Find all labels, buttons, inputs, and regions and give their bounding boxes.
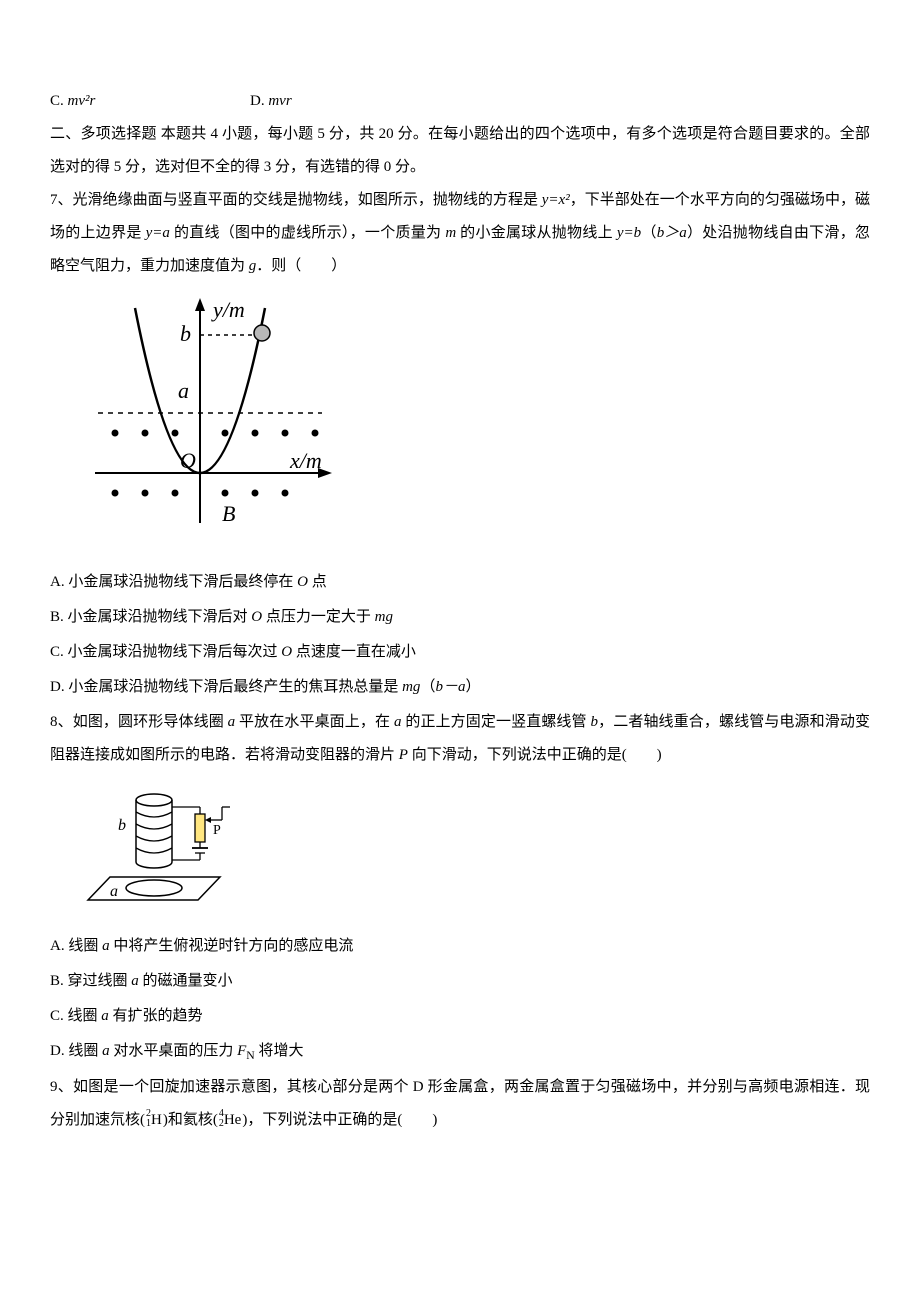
q7-option-b: B. 小金属球沿抛物线下滑后对 O 点压力一定大于 mg — [50, 601, 870, 634]
option-c: C. mv²r — [50, 85, 250, 118]
svg-text:y/m: y/m — [211, 297, 245, 322]
nuclide-h2: 21H — [146, 1104, 162, 1137]
nuclide-he4: 42He — [219, 1104, 242, 1137]
solenoid-circuit-icon: b a P — [80, 782, 255, 907]
svg-text:a: a — [178, 378, 189, 403]
q7-eq5: b＞a — [657, 225, 687, 241]
q8-option-b: B. 穿过线圈 a 的磁通量变小 — [50, 965, 870, 998]
q8-option-c: C. 线圈 a 有扩张的趋势 — [50, 1000, 870, 1033]
svg-text:P: P — [213, 823, 221, 838]
q7-option-a: A. 小金属球沿抛物线下滑后最终停在 O 点 — [50, 566, 870, 599]
q7-text-c: 的直线（图中的虚线所示），一个质量为 — [170, 225, 445, 241]
q8-stem: 8、如图，圆环形导体线圈 a 平放在水平桌面上，在 a 的正上方固定一竖直螺线管… — [50, 706, 870, 772]
q7-stem: 7、光滑绝缘曲面与竖直平面的交线是抛物线，如图所示，抛物线的方程是 y=x²，下… — [50, 184, 870, 283]
q7-eq4: y=b — [617, 225, 641, 241]
option-c-label: C. — [50, 93, 64, 109]
svg-text:b: b — [118, 817, 126, 834]
svg-text:b: b — [180, 321, 191, 346]
option-d-value: mvr — [268, 93, 291, 109]
q7-text-e: （ — [641, 225, 657, 241]
svg-text:x/m: x/m — [289, 448, 322, 473]
svg-text:O: O — [180, 448, 196, 473]
q7-options: A. 小金属球沿抛物线下滑后最终停在 O 点 B. 小金属球沿抛物线下滑后对 O… — [50, 566, 870, 704]
option-d: D. mvr — [250, 85, 292, 118]
q7-num: 7、 — [50, 192, 73, 208]
q8-options: A. 线圈 a 中将产生俯视逆时针方向的感应电流 B. 穿过线圈 a 的磁通量变… — [50, 930, 870, 1069]
q9-num: 9、 — [50, 1079, 73, 1095]
q8-figure: b a P — [80, 782, 870, 920]
svg-text:B: B — [222, 501, 235, 526]
q8-option-a: A. 线圈 a 中将产生俯视逆时针方向的感应电流 — [50, 930, 870, 963]
q7-eq3: m — [445, 225, 456, 241]
option-c-value: mv²r — [68, 93, 96, 109]
prev-options-row: C. mv²r D. mvr — [50, 85, 870, 118]
q7-option-c: C. 小金属球沿抛物线下滑后每次过 O 点速度一直在减小 — [50, 636, 870, 669]
option-d-label: D. — [250, 93, 265, 109]
parabola-diagram-icon: y/m b a O x/m B — [80, 293, 340, 543]
q7-figure: y/m b a O x/m B — [80, 293, 870, 556]
section-2-heading: 二、多项选择题 本题共 4 小题，每小题 5 分，共 20 分。在每小题给出的四… — [50, 118, 870, 184]
q7-text-g: ．则（ ） — [256, 258, 346, 274]
q8-option-d: D. 线圈 a 对水平桌面的压力 FN 将增大 — [50, 1035, 870, 1069]
q7-option-d: D. 小金属球沿抛物线下滑后最终产生的焦耳热总量是 mg（b－a） — [50, 671, 870, 704]
q7-text-d: 的小金属球从抛物线上 — [456, 225, 617, 241]
q9-stem: 9、如图是一个回旋加速器示意图，其核心部分是两个 D 形金属盒，两金属盒置于匀强… — [50, 1071, 870, 1137]
q7-eq1: y=x² — [542, 192, 570, 208]
q8-num: 8、 — [50, 714, 73, 730]
svg-text:a: a — [110, 883, 118, 900]
q7-text-a: 光滑绝缘曲面与竖直平面的交线是抛物线，如图所示，抛物线的方程是 — [73, 192, 542, 208]
q7-eq2: y=a — [146, 225, 170, 241]
